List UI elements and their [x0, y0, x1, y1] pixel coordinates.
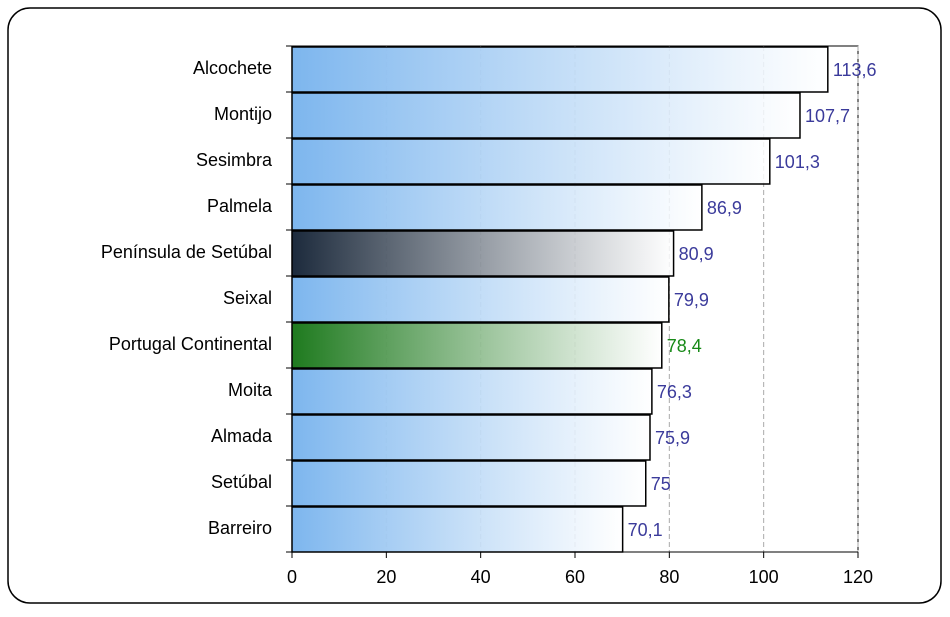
value-label: 101,3 [775, 152, 820, 172]
x-tick-label: 100 [749, 567, 779, 587]
bar [291, 138, 771, 185]
bar [291, 368, 653, 415]
bar [291, 460, 647, 507]
y-tick-label: Barreiro [208, 518, 272, 538]
x-tick-label: 120 [843, 567, 873, 587]
y-tick-label: Montijo [214, 104, 272, 124]
value-label: 86,9 [707, 198, 742, 218]
bar [291, 230, 675, 277]
value-label: 75 [651, 474, 671, 494]
y-tick-label: Sesimbra [196, 150, 273, 170]
y-tick-label: Almada [211, 426, 273, 446]
value-label: 75,9 [655, 428, 690, 448]
value-label: 107,7 [805, 106, 850, 126]
bar [291, 184, 703, 231]
y-tick-label: Moita [228, 380, 273, 400]
y-tick-label: Península de Setúbal [101, 242, 272, 262]
value-label: 80,9 [679, 244, 714, 264]
bar [291, 92, 801, 139]
y-tick-label: Palmela [207, 196, 273, 216]
y-tick-label: Setúbal [211, 472, 272, 492]
bar [291, 276, 670, 323]
bar [291, 414, 651, 461]
value-label: 78,4 [667, 336, 702, 356]
x-tick-label: 80 [659, 567, 679, 587]
value-label: 79,9 [674, 290, 709, 310]
bar [291, 506, 624, 553]
y-tick-label: Alcochete [193, 58, 272, 78]
bar [291, 46, 829, 93]
x-tick-label: 60 [565, 567, 585, 587]
x-tick-label: 20 [376, 567, 396, 587]
x-tick-label: 40 [471, 567, 491, 587]
value-label: 113,6 [833, 60, 877, 80]
value-label: 70,1 [628, 520, 663, 540]
y-tick-label: Portugal Continental [109, 334, 272, 354]
y-tick-label: Seixal [223, 288, 272, 308]
x-tick-label: 0 [287, 567, 297, 587]
bar [291, 322, 663, 369]
value-label: 76,3 [657, 382, 692, 402]
